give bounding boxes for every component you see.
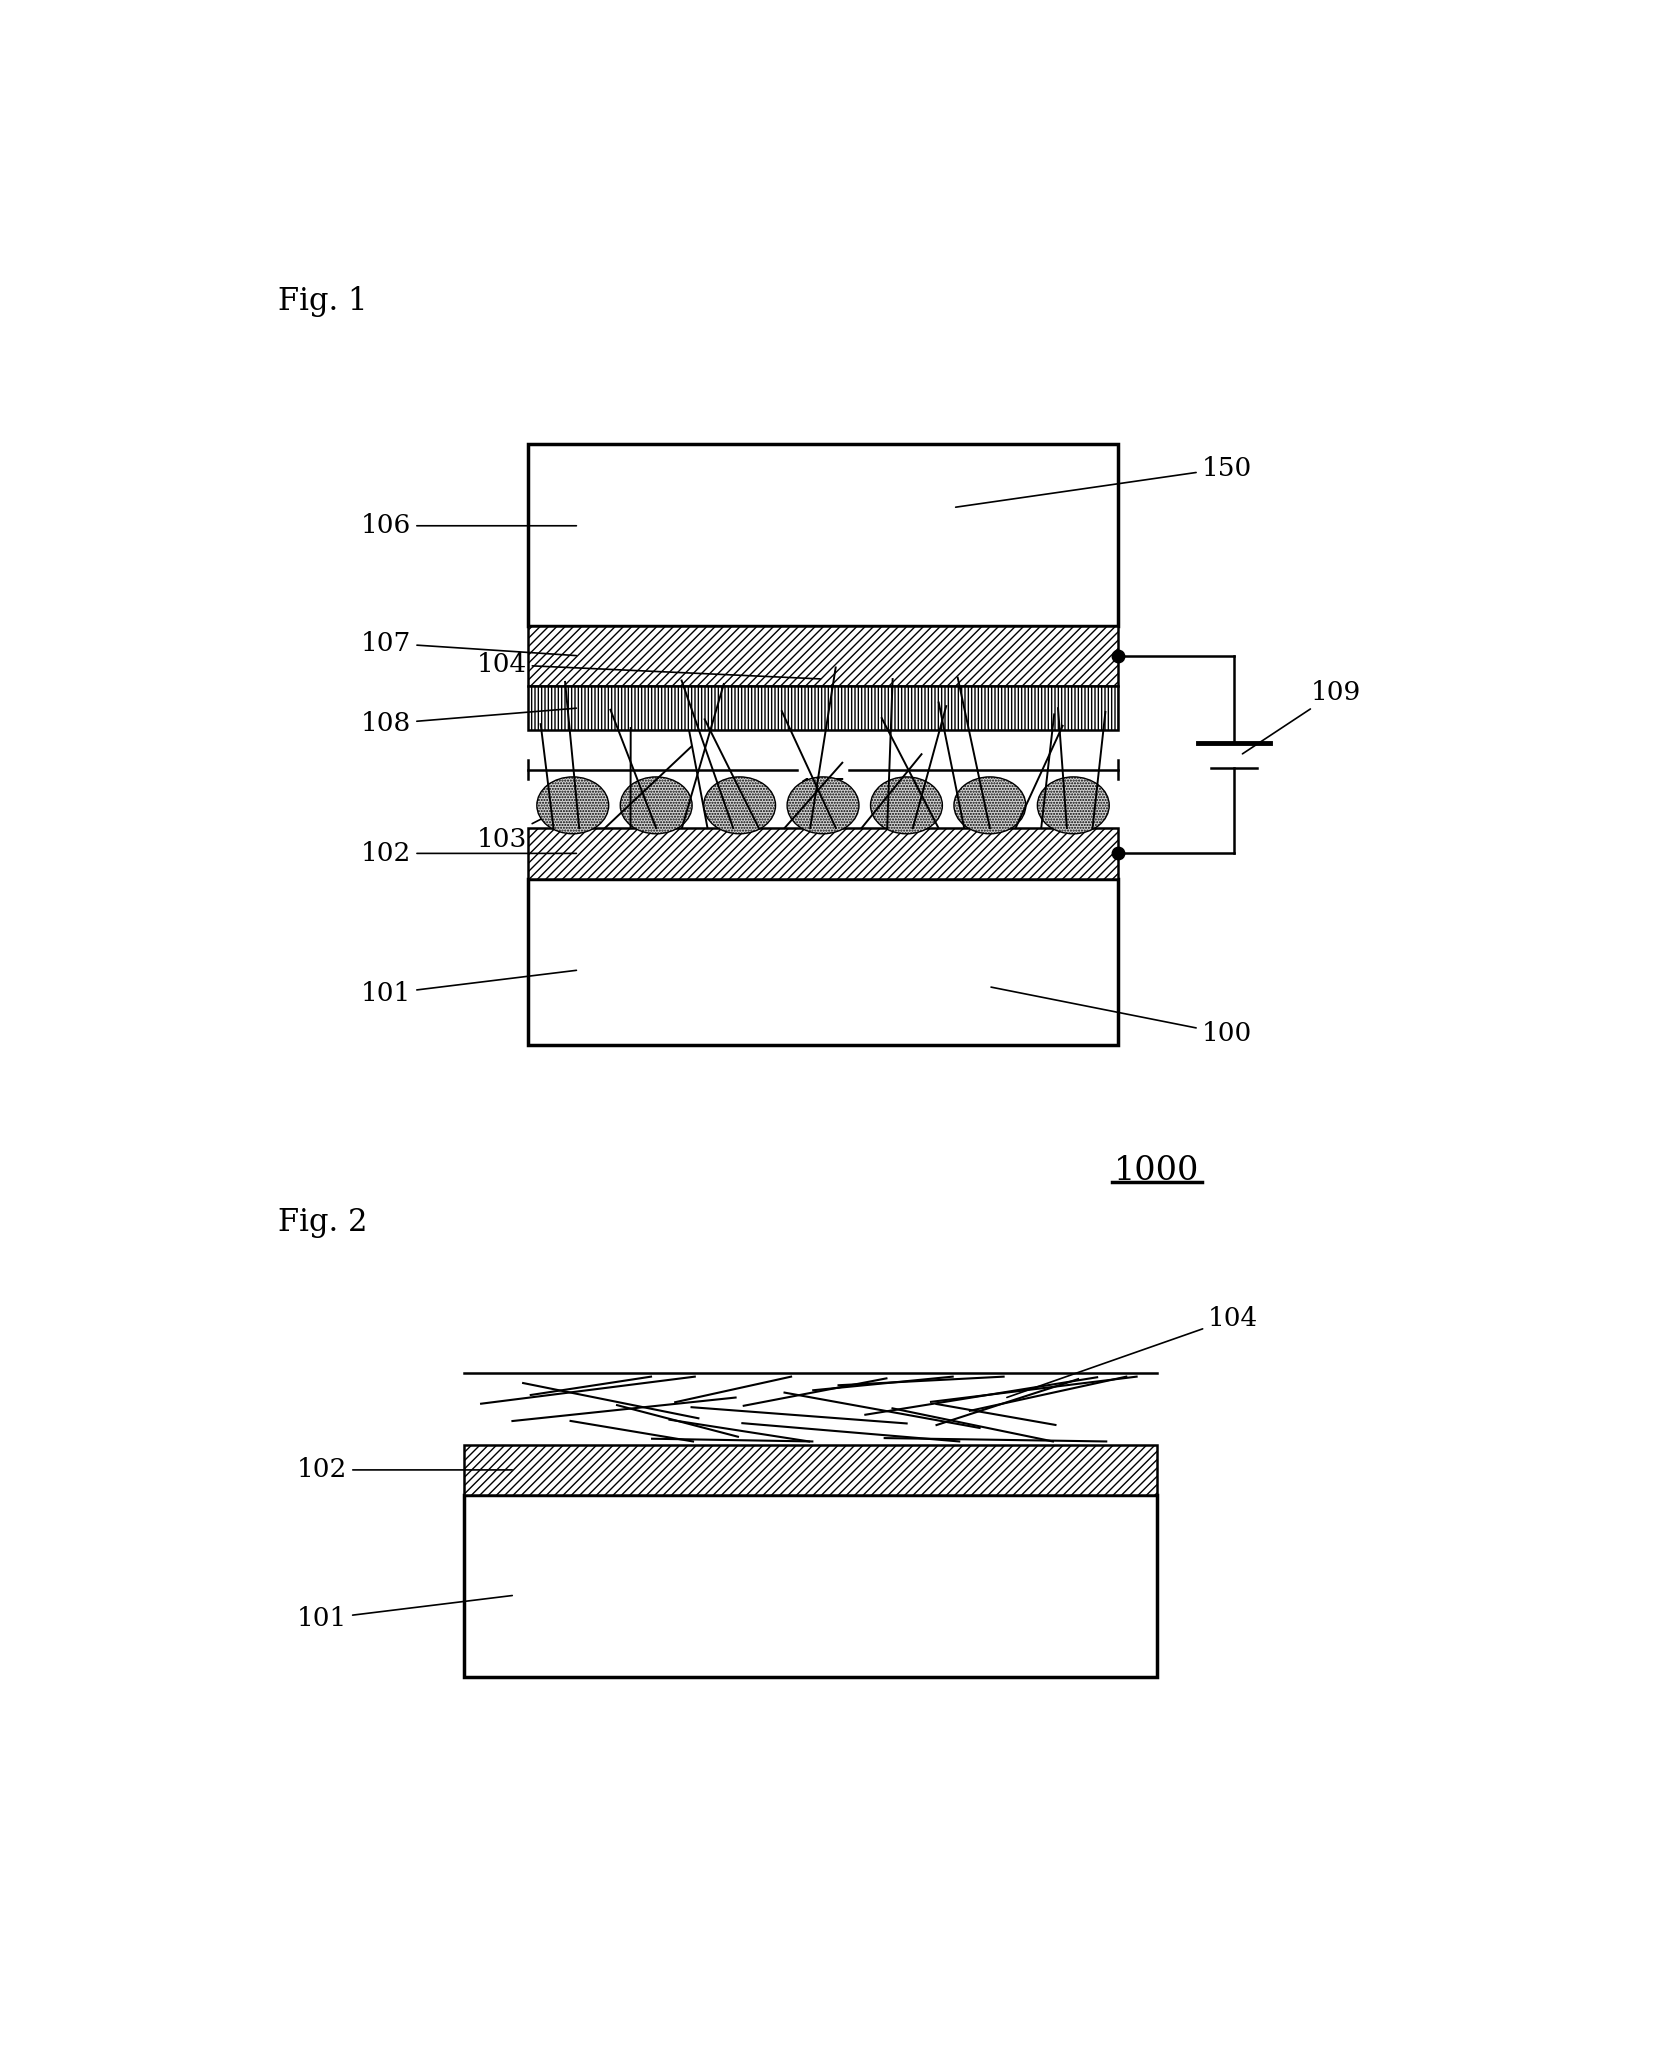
Text: 108: 108 xyxy=(361,708,576,737)
Text: 1000: 1000 xyxy=(1114,1156,1198,1187)
Text: 101: 101 xyxy=(296,1595,511,1632)
Bar xyxy=(528,626,1117,686)
Ellipse shape xyxy=(871,776,942,834)
Bar xyxy=(463,1495,1155,1677)
Text: 105: 105 xyxy=(799,778,846,801)
Text: 103: 103 xyxy=(477,801,576,852)
Text: 104: 104 xyxy=(1006,1306,1258,1398)
Text: 109: 109 xyxy=(1241,680,1360,753)
Ellipse shape xyxy=(953,776,1024,834)
Ellipse shape xyxy=(621,776,692,834)
Text: 100: 100 xyxy=(990,987,1251,1047)
Bar xyxy=(528,443,1117,626)
Bar xyxy=(528,879,1117,1045)
Text: Fig. 2: Fig. 2 xyxy=(278,1207,367,1238)
Ellipse shape xyxy=(703,776,775,834)
Text: 102: 102 xyxy=(361,842,576,866)
Text: 107: 107 xyxy=(361,630,576,655)
Bar xyxy=(528,827,1117,879)
Text: Fig. 1: Fig. 1 xyxy=(278,285,367,316)
Text: 106: 106 xyxy=(361,513,576,538)
Bar xyxy=(528,686,1117,731)
Ellipse shape xyxy=(786,776,859,834)
Text: 101: 101 xyxy=(361,971,576,1006)
Bar xyxy=(463,1445,1155,1495)
Text: 104: 104 xyxy=(477,653,819,680)
Text: 150: 150 xyxy=(955,456,1251,507)
Ellipse shape xyxy=(536,776,609,834)
Ellipse shape xyxy=(1036,776,1109,834)
Text: 102: 102 xyxy=(296,1458,511,1482)
